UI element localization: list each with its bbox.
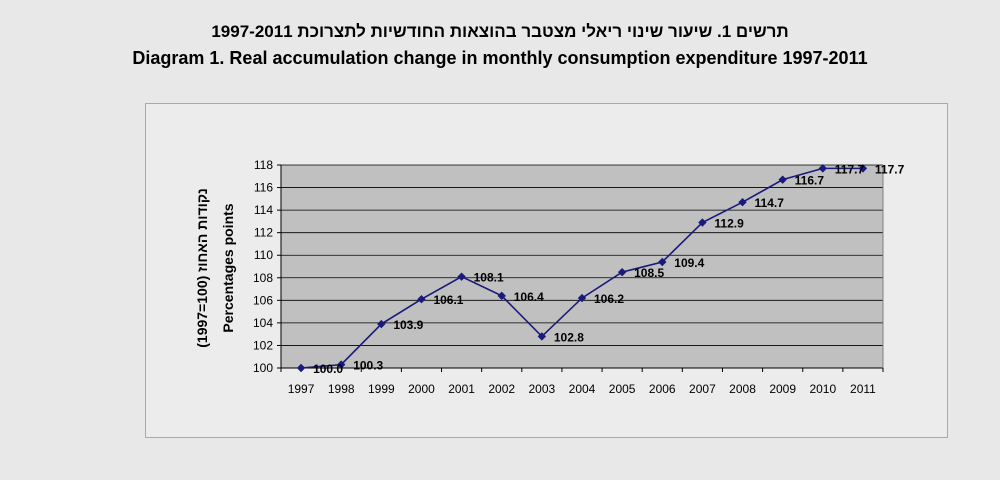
x-tick-label: 2010 (809, 382, 836, 396)
data-labels: 100.0 100.3 103.9 106.1 108.1 106.4 102.8 106.2… (313, 162, 905, 376)
y-tick-label: 106 (253, 293, 273, 307)
y-tick-label: 102 (253, 338, 273, 352)
data-markers (296, 164, 868, 373)
data-point-marker (296, 363, 306, 373)
y-axis-ticks: 100 102 104 106 108 110 112 114 116 118 (253, 158, 281, 375)
chart-title-english: Diagram 1. Real accumulation change in m… (132, 48, 868, 68)
data-label: 109.4 (674, 256, 704, 270)
data-label: 112.9 (714, 217, 744, 231)
x-tick-label: 1998 (328, 382, 355, 396)
data-label: 117.7 (875, 162, 905, 176)
data-point-marker (738, 198, 747, 207)
data-label: 108.5 (634, 266, 664, 280)
axes (280, 165, 884, 369)
x-tick-label: 2009 (769, 382, 796, 396)
data-label: 116.7 (795, 174, 825, 188)
data-point-marker (577, 293, 587, 303)
data-point-marker (818, 164, 827, 173)
y-axis-label-hebrew: נקודות האחוז (100=1997) (194, 188, 210, 348)
data-label: 103.9 (393, 318, 423, 332)
x-tick-label: 2005 (609, 382, 636, 396)
data-label: 108.1 (474, 271, 504, 285)
plot-area (281, 165, 883, 368)
x-tick-label: 2006 (649, 382, 676, 396)
data-label: 106.2 (594, 292, 624, 306)
data-label: 100.3 (353, 359, 383, 373)
data-label: 117.7 (835, 162, 865, 176)
data-point-marker (617, 267, 627, 277)
data-point-marker (457, 272, 466, 281)
chart-title-hebrew: תרשים 1. שיעור שינוי ריאלי מצטבר בהוצאות… (211, 22, 789, 41)
data-point-marker (337, 360, 346, 369)
y-tick-label: 104 (253, 316, 273, 330)
y-tick-label: 116 (254, 181, 273, 195)
x-tick-label: 2002 (488, 382, 515, 396)
x-tick-label: 1997 (288, 382, 315, 396)
x-tick-label: 1999 (368, 382, 395, 396)
x-tick-label: 2004 (569, 382, 596, 396)
y-axis-label: Percentages points (220, 203, 236, 332)
x-axis-ticks: 1997 1998 1999 2000 2001 2002 2003 2004 2005 2006… (280, 368, 884, 396)
x-tick-label: 2000 (408, 382, 435, 396)
x-tick-label: 2001 (448, 382, 475, 396)
x-tick-label: 2011 (850, 382, 876, 396)
y-tick-label: 112 (254, 226, 273, 240)
data-label: 106.4 (514, 290, 544, 304)
data-point-marker (658, 257, 667, 267)
x-tick-label: 2008 (729, 382, 756, 396)
y-tick-label: 118 (254, 158, 273, 172)
y-tick-label: 110 (254, 248, 273, 262)
data-label: 102.8 (554, 330, 584, 344)
data-label: 106.1 (433, 293, 463, 307)
data-point-marker (778, 175, 787, 184)
data-point-marker (377, 319, 386, 329)
data-point-marker (497, 291, 506, 301)
y-tick-label: 108 (253, 271, 273, 285)
data-label: 100.0 (313, 362, 343, 376)
data-point-marker (858, 164, 868, 173)
data-point-marker (537, 332, 547, 341)
x-tick-label: 2007 (689, 382, 716, 396)
data-point-marker (417, 295, 426, 304)
data-point-marker (698, 218, 707, 227)
gridlines (281, 164, 883, 346)
data-label: 114.7 (755, 196, 785, 210)
x-tick-label: 2003 (529, 382, 556, 396)
y-tick-label: 114 (254, 203, 273, 217)
y-tick-label: 100 (253, 361, 273, 375)
